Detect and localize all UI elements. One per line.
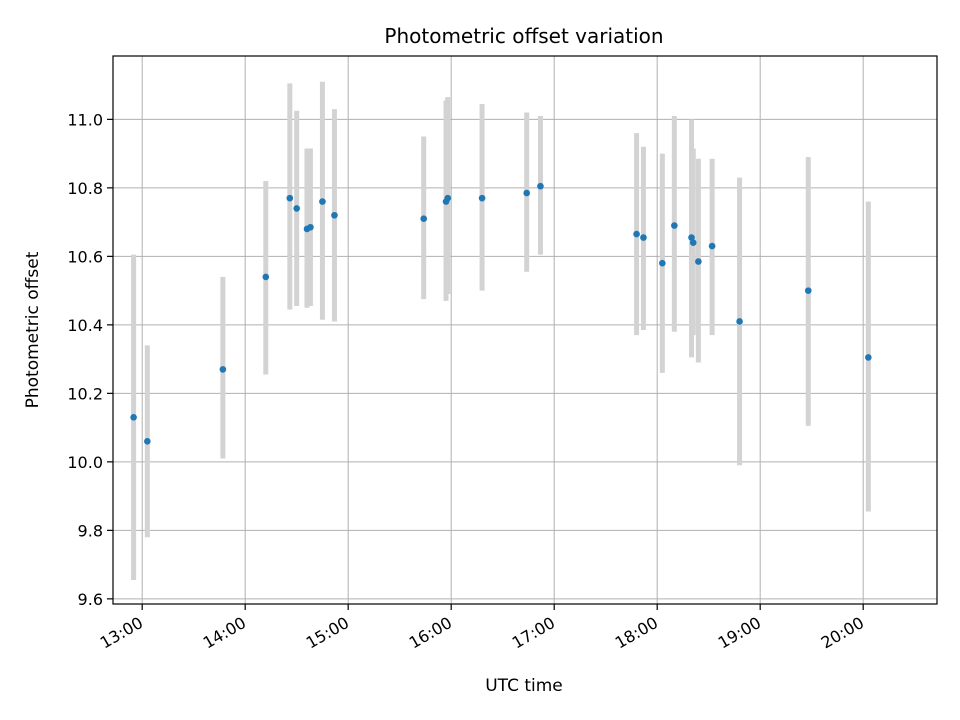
y-axis-ticks: 9.6 9.8 10.0 10.2 10.4 10.6 10.8 11.0 <box>67 110 113 609</box>
data-point <box>708 242 716 250</box>
x-tick-label: 17:00 <box>509 613 558 653</box>
data-point <box>331 211 338 219</box>
x-tick-label: 20:00 <box>818 613 867 653</box>
y-tick-label: 9.6 <box>78 590 103 609</box>
data-point <box>689 239 697 246</box>
data-points <box>130 182 872 445</box>
error-bars <box>131 81 871 581</box>
x-tick-label: 19:00 <box>715 613 764 653</box>
data-point <box>420 215 428 222</box>
data-point <box>695 258 702 265</box>
x-tick-label: 14:00 <box>200 613 249 653</box>
y-tick-label: 10.4 <box>67 316 103 335</box>
data-point <box>671 222 678 229</box>
x-tick-label: 16:00 <box>406 613 455 653</box>
y-tick-label: 9.8 <box>78 521 103 540</box>
data-point <box>804 287 812 294</box>
data-point <box>478 194 486 202</box>
data-point <box>537 182 544 190</box>
y-axis-label: Photometric offset <box>23 251 43 408</box>
data-point <box>736 318 743 325</box>
y-tick-label: 10.6 <box>67 247 103 266</box>
data-point <box>865 354 872 361</box>
x-axis-ticks: 13:00 14:00 15:00 16:00 17:00 18:00 19:00 20:00 <box>97 604 867 653</box>
data-point <box>219 366 227 373</box>
data-point <box>640 234 647 241</box>
data-point <box>307 223 314 231</box>
x-axis-label: UTC time <box>485 676 563 696</box>
y-tick-label: 10.2 <box>67 384 103 403</box>
x-tick-label: 18:00 <box>612 613 661 653</box>
data-point <box>286 194 294 202</box>
y-tick-label: 11.0 <box>67 110 103 129</box>
data-point <box>293 205 300 212</box>
data-point <box>144 438 151 445</box>
data-point <box>262 273 270 281</box>
data-point <box>444 194 452 202</box>
y-tick-label: 10.0 <box>67 453 103 472</box>
data-point <box>523 189 531 197</box>
y-tick-label: 10.8 <box>67 179 103 198</box>
chart-title: Photometric offset variation <box>384 24 663 48</box>
data-point <box>633 230 640 238</box>
data-point <box>688 234 695 241</box>
x-tick-label: 15:00 <box>303 613 352 653</box>
data-point <box>659 259 666 267</box>
x-tick-label: 13:00 <box>97 613 146 653</box>
data-point <box>319 198 326 205</box>
plot-frame <box>112 55 938 605</box>
data-point <box>130 414 137 421</box>
